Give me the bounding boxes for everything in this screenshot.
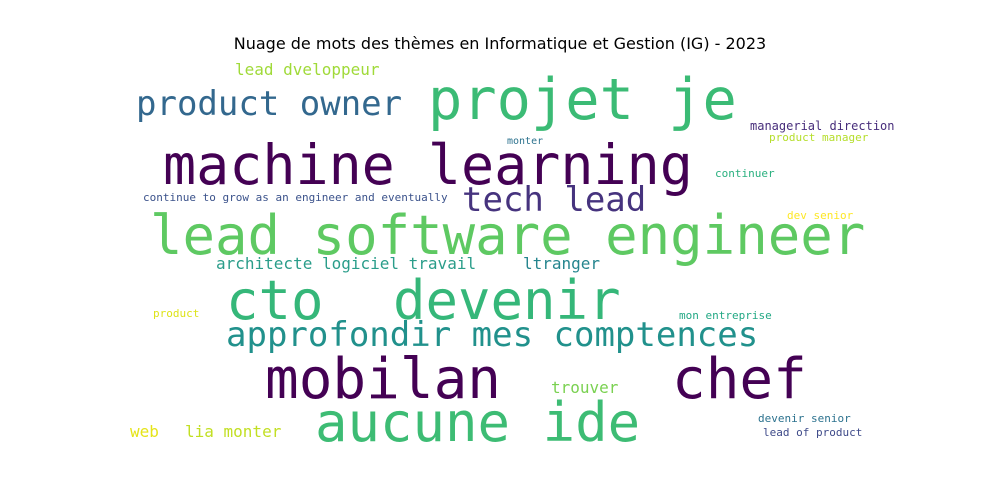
- word-projet-je: projet je: [428, 67, 737, 133]
- word-lead-of-product: lead of product: [763, 426, 863, 439]
- word-tech-lead: tech lead: [462, 180, 647, 220]
- word-continuer: continuer: [715, 167, 775, 180]
- word-continue-to-grow: continue to grow as an engineer and even…: [143, 191, 448, 204]
- word-trouver: trouver: [551, 378, 619, 397]
- word-dev-senior: dev senior: [787, 209, 854, 222]
- word-product: product: [153, 307, 200, 320]
- word-devenir: devenir: [393, 269, 621, 332]
- word-lead-software-engineer: lead software engineer: [150, 204, 866, 267]
- word-machine-learning: machine learning: [163, 133, 693, 197]
- word-web: web: [130, 422, 159, 441]
- word-architecte-logiciel-travail: architecte logiciel travail: [216, 254, 477, 273]
- word-lead-dveloppeur: lead dveloppeur: [235, 60, 380, 79]
- word-devenir-senior: devenir senior: [758, 412, 851, 425]
- wordcloud-title: Nuage de mots des thèmes en Informatique…: [233, 34, 767, 53]
- word-lia-monter: lia monter: [185, 422, 282, 441]
- word-cloud: lead dveloppeur product owner projet je …: [130, 60, 895, 455]
- word-monter: monter: [507, 136, 544, 147]
- word-mobilan: mobilan: [265, 347, 502, 412]
- word-managerial-direction: managerial direction: [750, 119, 895, 133]
- word-product-owner: product owner: [136, 84, 403, 124]
- word-ltranger: ltranger: [523, 254, 601, 273]
- word-mon-entreprise: mon entreprise: [679, 309, 772, 322]
- word-cto: cto: [226, 269, 324, 332]
- word-product-manager: product manager: [769, 131, 869, 144]
- word-approfondir-mes-comptences: approfondir mes comptences: [226, 315, 759, 355]
- word-aucune-ide: aucune ide: [315, 391, 641, 454]
- word-chef: chef: [672, 347, 807, 412]
